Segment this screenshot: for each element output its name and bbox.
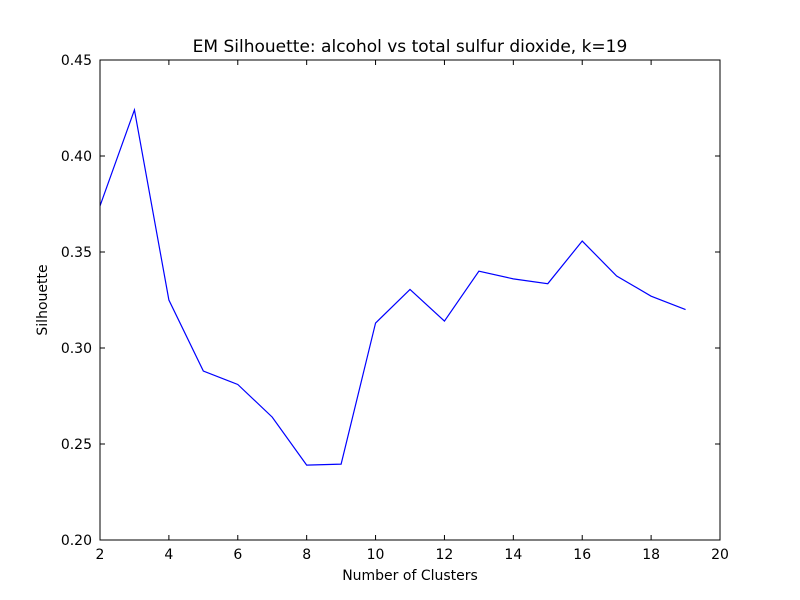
x-axis-label: Number of Clusters [342, 568, 478, 584]
series-line [99, 107, 686, 466]
y-tick-label: 0.20 [61, 533, 92, 549]
x-axis-ticks: 2 4 6 8 10 12 14 16 18 20 [96, 60, 729, 563]
x-tick-label: 20 [711, 547, 729, 563]
x-tick-label: 10 [367, 547, 385, 563]
x-tick-label: 6 [233, 547, 242, 563]
y-tick-label: 0.30 [61, 341, 92, 357]
y-tick-label: 0.40 [61, 149, 92, 165]
x-tick-label: 14 [504, 547, 522, 563]
y-tick-label: 0.35 [61, 245, 92, 261]
y-tick-label: 0.25 [61, 437, 92, 453]
x-tick-label: 4 [164, 547, 173, 563]
x-tick-label: 16 [573, 547, 591, 563]
y-axis-label: Silhouette [35, 264, 51, 335]
x-tick-label: 8 [302, 547, 311, 563]
x-tick-label: 18 [642, 547, 660, 563]
plot-background [100, 60, 720, 540]
y-axis-ticks: 0.20 0.25 0.30 0.35 0.40 0.45 [61, 53, 720, 549]
chart-title: EM Silhouette: alcohol vs total sulfur d… [193, 37, 628, 57]
y-tick-label: 0.45 [61, 53, 92, 69]
plot-frame [99, 59, 721, 541]
x-tick-label: 2 [96, 547, 105, 563]
x-tick-label: 12 [436, 547, 454, 563]
